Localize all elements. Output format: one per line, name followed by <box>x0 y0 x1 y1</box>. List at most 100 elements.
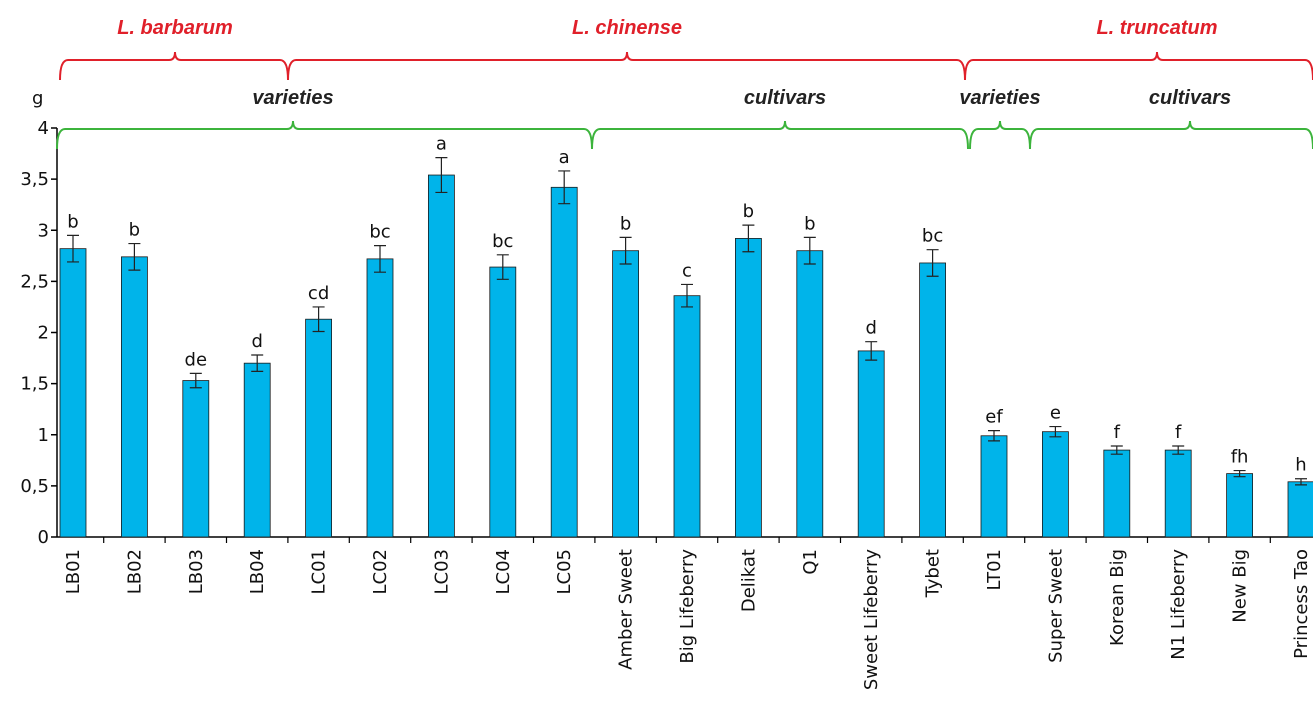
y-tick-label: 1,5 <box>20 374 49 395</box>
error-bar <box>189 372 202 389</box>
significance-label: b <box>620 213 631 234</box>
bar <box>919 262 946 538</box>
x-tick-label: LC05 <box>554 549 575 595</box>
x-tick-label: Princess Tao <box>1291 549 1312 659</box>
y-tick-label: 2,5 <box>20 271 49 292</box>
significance-label: d <box>865 318 876 339</box>
bar <box>796 250 824 538</box>
bar <box>612 250 639 538</box>
x-tick-label: Super Sweet <box>1045 549 1066 663</box>
significance-label: bc <box>492 231 513 252</box>
type-label: varieties <box>252 87 333 109</box>
x-tick-label: N1 Lifeberry <box>1168 549 1189 660</box>
bar <box>1042 431 1069 538</box>
bar <box>121 256 148 538</box>
y-tick-label: 0,5 <box>20 476 49 497</box>
significance-label: f <box>1175 422 1182 443</box>
y-axis-label: g <box>32 88 43 109</box>
y-tick-label: 4 <box>38 118 49 139</box>
x-tick-label: LC02 <box>370 549 391 595</box>
x-tick-label: Amber Sweet <box>616 549 637 670</box>
x-tick-label: Korean Big <box>1107 549 1128 646</box>
type-label: cultivars <box>744 87 826 109</box>
x-tick-label: Tybet <box>923 549 944 598</box>
bar <box>182 380 210 538</box>
species-label: L. barbarum <box>117 17 233 39</box>
error-bar <box>496 254 509 280</box>
error-bar <box>1172 445 1185 455</box>
x-tick-label: New Big <box>1230 549 1251 623</box>
error-bar <box>435 157 448 194</box>
species-label: L. chinense <box>572 17 682 39</box>
bar <box>1103 449 1131 538</box>
group-bracket <box>591 120 969 150</box>
error-bar <box>1233 469 1246 478</box>
significance-label: b <box>129 220 140 241</box>
y-tick-label: 2 <box>38 323 49 344</box>
significance-label: bc <box>369 222 390 243</box>
significance-label: a <box>436 134 447 155</box>
y-tick-label: 3,5 <box>20 169 49 190</box>
x-tick-label: LB03 <box>186 549 207 594</box>
error-bar <box>67 234 79 263</box>
type-label: cultivars <box>1149 87 1231 109</box>
significance-label: b <box>67 211 78 232</box>
error-bar <box>128 242 141 271</box>
x-tick-label: Sweet Lifeberry <box>861 549 882 691</box>
error-bar <box>558 170 571 205</box>
x-tick-label: LB02 <box>124 549 145 594</box>
error-bar <box>742 224 755 253</box>
bar <box>735 238 762 538</box>
significance-label: a <box>559 147 570 168</box>
significance-label: f <box>1114 422 1121 443</box>
x-tick-label: Q1 <box>800 549 821 575</box>
significance-label: d <box>251 331 262 352</box>
significance-label: e <box>1050 403 1061 424</box>
group-bracket <box>287 51 966 81</box>
bar <box>366 258 394 538</box>
group-bracket <box>1029 120 1313 150</box>
bar <box>550 186 578 538</box>
group-bracket <box>56 120 593 150</box>
error-bar <box>681 283 693 308</box>
significance-label: b <box>743 201 754 222</box>
significance-label: de <box>185 349 208 370</box>
bar <box>980 435 1008 538</box>
bar <box>1226 473 1253 538</box>
x-tick-label: LC01 <box>309 549 330 595</box>
significance-label: b <box>804 213 815 234</box>
significance-label: bc <box>922 226 943 247</box>
error-bar <box>312 306 325 333</box>
significance-label: fh <box>1231 447 1249 468</box>
type-label: varieties <box>959 87 1040 109</box>
significance-label: h <box>1295 455 1306 476</box>
error-bar <box>865 341 878 361</box>
group-bracket <box>59 51 289 81</box>
error-bar <box>374 244 386 273</box>
significance-label: c <box>682 260 692 281</box>
error-bar <box>1110 445 1123 455</box>
error-bar <box>619 236 632 265</box>
x-tick-label: LC03 <box>431 549 452 595</box>
x-tick-label: LC04 <box>493 549 514 595</box>
x-tick-label: LB04 <box>247 549 268 594</box>
significance-label: ef <box>985 407 1003 428</box>
y-tick-label: 0 <box>38 527 49 548</box>
bar <box>59 248 87 538</box>
error-bar <box>1049 425 1062 438</box>
x-tick-label: LB01 <box>63 549 84 594</box>
x-tick-label: Delikat <box>738 549 759 612</box>
group-bracket <box>964 51 1313 81</box>
y-tick-label: 1 <box>38 425 49 446</box>
x-tick-label: LT01 <box>984 549 1005 590</box>
bar <box>305 318 333 538</box>
species-label: L. truncatum <box>1096 17 1217 39</box>
bar <box>427 174 455 538</box>
x-tick-label: Big Lifeberry <box>677 549 698 664</box>
bar <box>1164 449 1192 538</box>
error-bar <box>988 430 1000 442</box>
error-bar <box>1295 478 1307 486</box>
error-bar <box>803 236 816 265</box>
